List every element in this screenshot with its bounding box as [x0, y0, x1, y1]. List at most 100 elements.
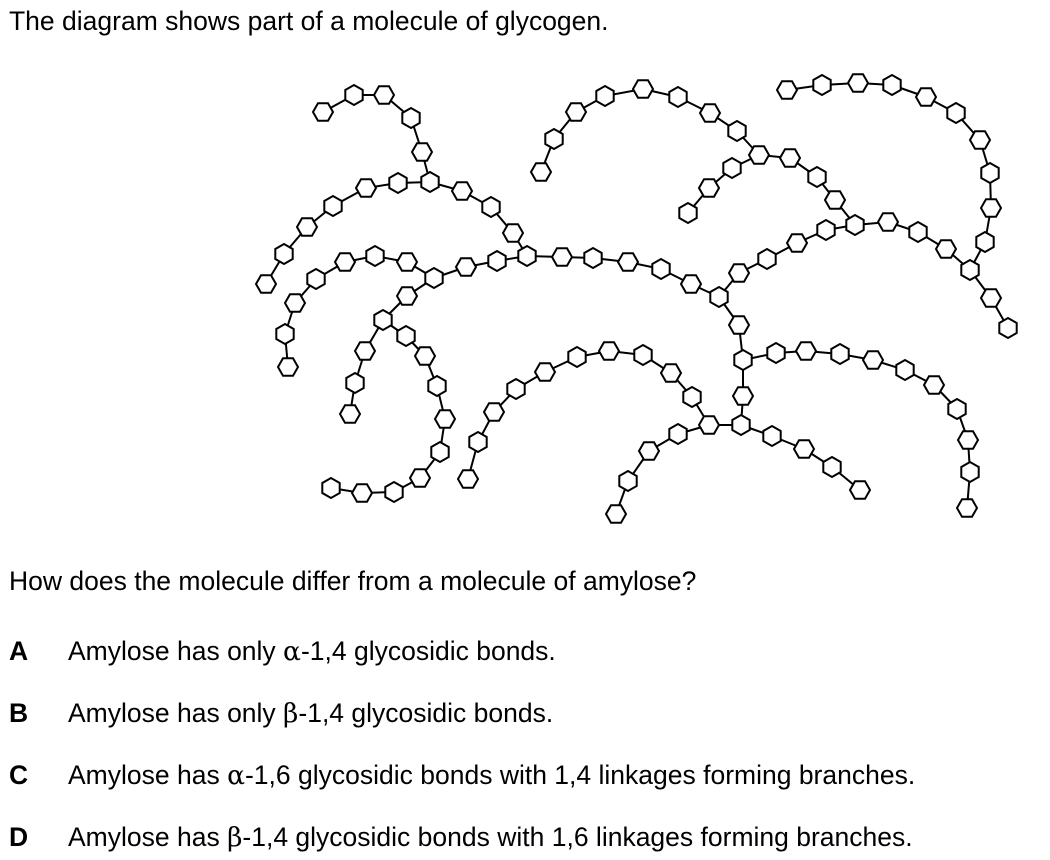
glucose-ring	[816, 218, 836, 242]
glucose-ring	[468, 430, 488, 454]
glucose-ring	[274, 242, 294, 266]
glucose-ring	[564, 102, 588, 122]
glucose-ring	[968, 130, 992, 150]
intro-text: The diagram shows part of a molecule of …	[9, 6, 609, 36]
option-letter: A	[9, 636, 29, 666]
glucose-ring	[731, 413, 751, 437]
glucose-ring	[616, 252, 640, 272]
glucose-ring	[533, 362, 557, 382]
glucose-ring	[517, 244, 537, 268]
glucose-ring	[679, 274, 703, 294]
glucose-ring	[345, 371, 365, 395]
glucose-ring	[454, 257, 478, 277]
glucose-ring	[365, 244, 385, 268]
glucose-ring	[823, 190, 847, 210]
glucose-ring	[697, 415, 721, 435]
option-letter: B	[9, 698, 29, 728]
glucose-ring	[595, 84, 615, 108]
glucose-ring	[651, 257, 671, 281]
glucose-ring	[544, 127, 564, 151]
glucose-ring	[637, 441, 661, 461]
glucose-ring	[727, 119, 747, 143]
glucose-ring	[344, 83, 364, 107]
glucose-ring	[401, 106, 421, 130]
glucose-ring	[456, 469, 480, 489]
glucose-ring	[433, 409, 457, 429]
glucose-ring	[668, 422, 688, 446]
glucose-ring	[682, 385, 702, 409]
glucose-ring	[413, 346, 437, 366]
glucose-ring	[276, 357, 300, 377]
glucose-ring	[975, 230, 995, 254]
option-text: Amylose has only β-1,4 glycosidic bonds.	[68, 698, 554, 729]
glucose-ring	[487, 249, 507, 273]
glucose-ring	[757, 247, 777, 271]
glucose-ring	[618, 469, 638, 493]
question-text: How does the molecule differ from a mole…	[9, 566, 697, 596]
glucose-ring	[733, 348, 753, 372]
glucose-ring	[408, 468, 432, 488]
glucose-ring	[955, 498, 979, 518]
glucose-ring	[960, 258, 980, 282]
glucose-ring	[876, 212, 900, 232]
glucose-ring	[567, 345, 587, 369]
glucose-ring	[482, 402, 506, 422]
glucose-ring	[709, 285, 729, 309]
glucose-ring	[306, 267, 326, 291]
glucose-ring	[747, 145, 771, 165]
glucose-ring	[633, 343, 653, 367]
glucose-ring	[295, 217, 319, 237]
glucose-ring	[583, 246, 603, 270]
glucose-ring	[848, 480, 872, 500]
glucose-ring	[430, 440, 450, 464]
glucose-ring	[845, 213, 865, 237]
glucose-ring	[722, 156, 742, 180]
glucose-ring	[283, 293, 307, 313]
glucose-ring	[731, 386, 755, 406]
glucose-ring	[980, 161, 1000, 185]
glucose-ring	[861, 350, 885, 370]
glucose-ring	[830, 342, 850, 366]
glucose-ring	[597, 341, 621, 361]
glucose-ring	[323, 194, 343, 218]
glucose-ring	[908, 220, 928, 244]
glucose-ring	[353, 341, 377, 361]
glucose-ring	[922, 375, 946, 395]
glucose-ring	[396, 324, 416, 348]
glucose-ring	[395, 252, 419, 272]
glucose-ring	[775, 80, 799, 100]
glucose-ring	[501, 223, 525, 243]
glucose-ring	[506, 377, 526, 401]
glucose-ring	[979, 198, 1003, 218]
glycosidic-bonds	[265, 82, 1009, 515]
glucose-ring	[697, 178, 721, 198]
option-text: Amylose has only α-1,4 glycosidic bonds.	[68, 636, 556, 667]
glucose-ring	[427, 374, 447, 398]
option-text: Amylose has α-1,6 glycosidic bonds with …	[68, 760, 916, 791]
glucose-ring	[321, 476, 341, 500]
glucose-ring	[778, 148, 802, 168]
glucose-ring	[956, 430, 980, 450]
glucose-ring	[372, 85, 396, 105]
glucose-ring	[785, 233, 809, 253]
glucose-ring	[631, 79, 655, 99]
glucose-ring	[254, 274, 278, 294]
glucose-ring	[424, 266, 444, 290]
glucose-ring	[678, 201, 698, 225]
option-letter: C	[9, 760, 29, 790]
glucose-ring	[807, 165, 827, 189]
glucose-ring	[846, 73, 870, 93]
glucose-ring	[792, 439, 816, 459]
glucose-ring	[960, 460, 980, 484]
glucose-ring	[727, 315, 751, 335]
glucose-ring	[895, 358, 915, 382]
glucose-ring	[659, 363, 683, 383]
glucose-ring	[668, 85, 688, 109]
glucose-ring	[822, 455, 842, 479]
glucose-ring	[946, 101, 966, 125]
glucose-ring	[998, 316, 1018, 340]
glucose-ring	[388, 171, 408, 195]
glucose-ring	[373, 308, 393, 332]
glucose-ring	[914, 87, 938, 107]
glucose-ring	[529, 162, 553, 182]
